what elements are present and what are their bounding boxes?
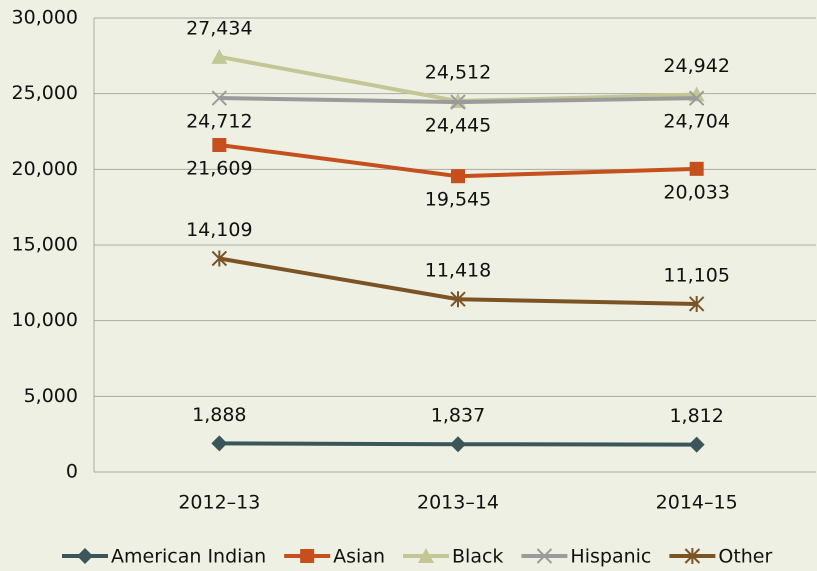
marker: [211, 48, 228, 64]
y-tick-label: 0: [66, 461, 78, 483]
y-tick-label: 25,000: [12, 82, 78, 104]
data-label: 1,812: [669, 405, 723, 427]
data-label: 11,105: [663, 264, 729, 286]
data-label: 19,545: [425, 189, 491, 211]
y-tick-label: 5,000: [24, 385, 78, 407]
data-label: 24,704: [663, 111, 729, 133]
marker: [536, 548, 553, 564]
legend-item: Asian: [284, 546, 385, 568]
legend-item: American Indian: [62, 546, 266, 568]
legend-label: Hispanic: [570, 546, 651, 568]
marker: [450, 436, 466, 453]
marker: [688, 90, 705, 106]
marker: [212, 137, 227, 152]
marker: [77, 548, 93, 564]
marker: [450, 94, 466, 110]
legend-item: Black: [403, 546, 503, 568]
legend-label: Black: [452, 546, 503, 568]
y-tick-label: 15,000: [12, 234, 78, 256]
data-label: 21,609: [186, 157, 252, 179]
legend-label: Asian: [333, 546, 385, 568]
data-label: 24,942: [663, 55, 729, 77]
marker: [688, 436, 705, 453]
marker: [211, 90, 228, 106]
data-label: 24,512: [425, 62, 491, 84]
marker: [211, 435, 228, 452]
legend-label: American Indian: [111, 546, 266, 568]
data-label: 1,837: [431, 405, 485, 427]
data-label: 24,445: [425, 115, 491, 137]
marker: [300, 549, 315, 563]
data-label: 27,434: [186, 17, 252, 39]
marker: [418, 548, 435, 563]
data-label: 1,888: [192, 404, 246, 426]
marker: [211, 250, 228, 267]
marker: [688, 295, 705, 312]
y-tick-label: 20,000: [12, 158, 78, 180]
marker: [684, 548, 701, 564]
x-tick-label: 2013–14: [417, 492, 499, 514]
data-label: 11,418: [425, 260, 491, 282]
data-label: 14,109: [186, 219, 252, 241]
data-label: 20,033: [663, 181, 729, 203]
marker: [689, 161, 704, 176]
data-label: 24,712: [186, 111, 252, 133]
legend-label: Other: [718, 546, 772, 568]
legend-item: Hispanic: [521, 546, 651, 568]
marker: [451, 169, 465, 184]
y-tick-label: 10,000: [12, 309, 78, 331]
legend-item: Other: [669, 546, 772, 568]
y-tick-label: 30,000: [12, 7, 78, 29]
x-tick-label: 2012–13: [178, 492, 260, 514]
x-tick-label: 2014–15: [656, 492, 738, 514]
marker: [450, 291, 466, 308]
